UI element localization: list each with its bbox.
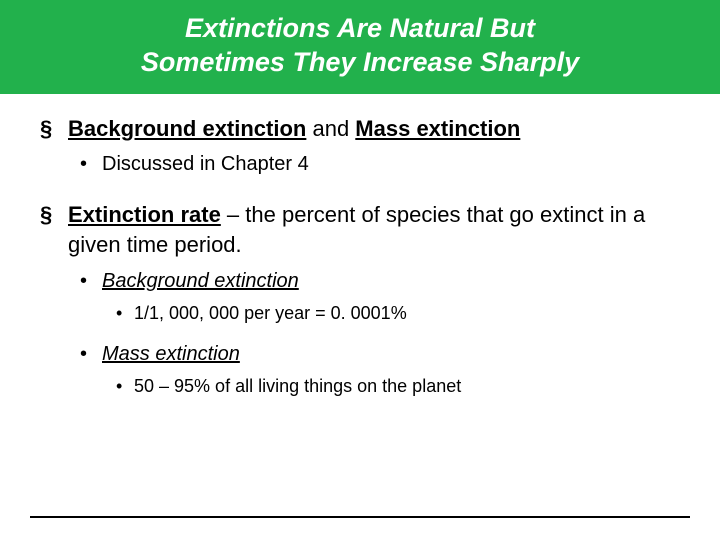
title-line-1: Extinctions Are Natural But [185,13,535,43]
sub-list-1: Discussed in Chapter 4 [80,151,684,178]
title-bar: Extinctions Are Natural But Sometimes Th… [0,0,720,94]
detail-list-background: 1/1, 000, 000 per year = 0. 0001% [116,301,684,325]
bullet-item-2: Extinction rate – the percent of species… [40,200,684,398]
detail-background-rate: 1/1, 000, 000 per year = 0. 0001% [116,301,684,325]
sub-text-discussed: Discussed in Chapter 4 [102,153,309,175]
title-line-2: Sometimes They Increase Sharply [141,47,579,77]
term-extinction-rate: Extinction rate [68,202,221,227]
text-mass-rate: 50 – 95% of all living things on the pla… [134,376,461,396]
sub-item-background: Background extinction 1/1, 000, 000 per … [80,268,684,325]
label-mass-extinction: Mass extinction [102,343,240,365]
slide-title: Extinctions Are Natural But Sometimes Th… [20,12,700,80]
term-mass-extinction: Mass extinction [355,116,520,141]
label-background-extinction: Background extinction [102,270,299,292]
bullet-item-1: Background extinction and Mass extinctio… [40,114,684,179]
detail-list-mass: 50 – 95% of all living things on the pla… [116,374,684,398]
sub-item-discussed: Discussed in Chapter 4 [80,151,684,178]
text-and: and [306,116,355,141]
sub-list-2: Background extinction 1/1, 000, 000 per … [80,268,684,399]
term-background-extinction: Background extinction [68,116,306,141]
detail-mass-rate: 50 – 95% of all living things on the pla… [116,374,684,398]
bullet-list: Background extinction and Mass extinctio… [40,114,684,399]
footer-rule [30,516,690,518]
sub-item-mass: Mass extinction 50 – 95% of all living t… [80,341,684,398]
text-background-rate: 1/1, 000, 000 per year = 0. 0001% [134,303,407,323]
slide-content: Background extinction and Mass extinctio… [0,94,720,399]
